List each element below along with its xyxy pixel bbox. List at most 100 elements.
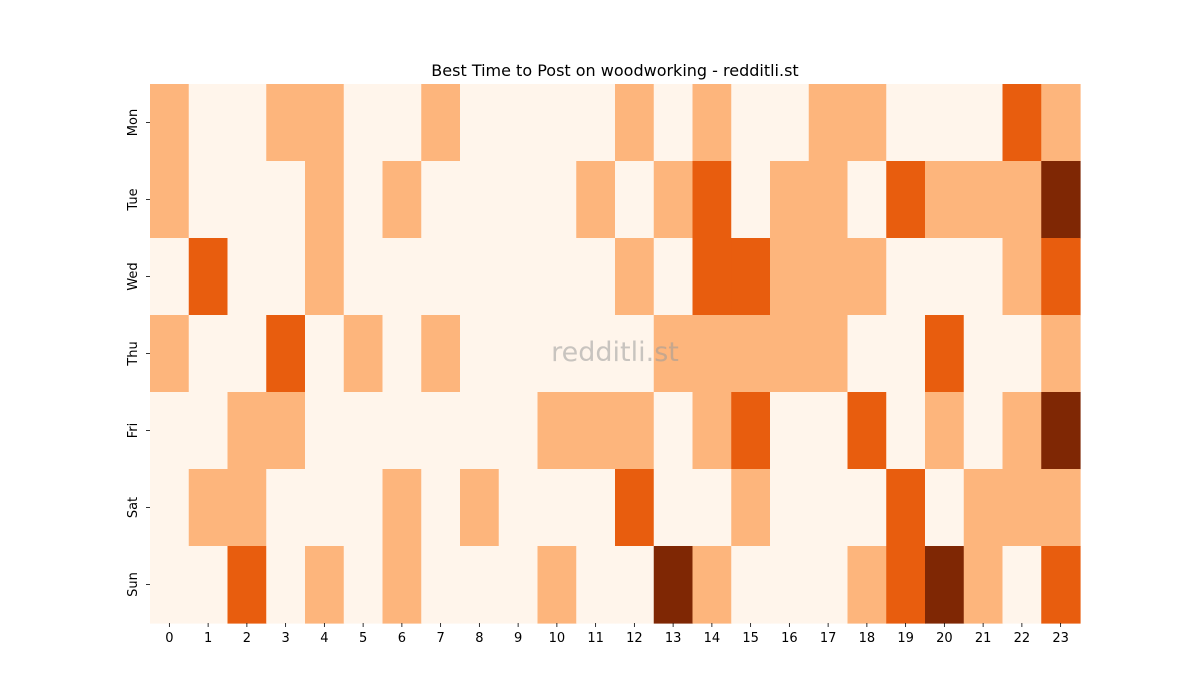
heatmap-cell-sun-0 — [150, 546, 190, 624]
heatmap-cell-thu-9 — [498, 315, 539, 393]
heatmap-cell-wed-6 — [382, 238, 422, 316]
heatmap-cell-fri-4 — [305, 392, 345, 470]
heatmap-cell-sun-7 — [421, 546, 461, 624]
x-tick-label: 14 — [704, 631, 721, 646]
heatmap-cell-fri-17 — [808, 392, 849, 470]
heatmap-cell-wed-15 — [731, 238, 771, 316]
x-tick-label: 12 — [626, 631, 643, 646]
heatmap-cell-tue-13 — [653, 161, 694, 239]
heatmap-cell-thu-10 — [537, 315, 577, 393]
heatmap-cell-sun-6 — [382, 546, 422, 624]
heatmap-cell-sat-13 — [653, 469, 694, 547]
heatmap-cell-sun-23 — [1041, 546, 1081, 624]
heatmap-cell-thu-12 — [615, 315, 655, 393]
heatmap-cell-fri-8 — [460, 392, 500, 470]
heatmap-cell-tue-10 — [537, 161, 577, 239]
x-tick-label: 4 — [320, 631, 328, 646]
heatmap-cell-fri-18 — [847, 392, 887, 470]
heatmap-cell-fri-23 — [1041, 392, 1081, 470]
heatmap-cell-sat-21 — [963, 469, 1004, 547]
heatmap-cell-wed-0 — [150, 238, 190, 316]
watermark: redditli.st — [551, 337, 679, 368]
heatmap-cell-sun-8 — [460, 546, 500, 624]
heatmap-cell-wed-8 — [460, 238, 500, 316]
heatmap-cell-wed-21 — [963, 238, 1004, 316]
heatmap-cell-sat-2 — [227, 469, 267, 547]
heatmap-cell-fri-10 — [537, 392, 577, 470]
heatmap-cell-mon-1 — [188, 84, 229, 162]
heatmap-cell-wed-19 — [886, 238, 926, 316]
heatmap-cell-mon-2 — [227, 84, 267, 162]
heatmap-cell-sat-10 — [537, 469, 577, 547]
heatmap-cell-sun-3 — [266, 546, 306, 624]
heatmap-cell-fri-12 — [615, 392, 655, 470]
heatmap-cell-tue-16 — [770, 161, 810, 239]
heatmap-cell-mon-7 — [421, 84, 461, 162]
heatmap-cell-tue-22 — [1002, 161, 1042, 239]
x-tick-label: 3 — [281, 631, 289, 646]
heatmap-cell-thu-15 — [731, 315, 771, 393]
heatmap-cell-sat-11 — [576, 469, 616, 547]
y-tick-label: Tue — [126, 188, 141, 211]
heatmap-cell-fri-0 — [150, 392, 190, 470]
heatmap-cell-sat-20 — [925, 469, 965, 547]
heatmap-cell-mon-22 — [1002, 84, 1042, 162]
heatmap-cell-sun-19 — [886, 546, 926, 624]
heatmap-cell-sun-13 — [653, 546, 694, 624]
heatmap-cell-fri-1 — [188, 392, 229, 470]
heatmap-cell-wed-3 — [266, 238, 306, 316]
heatmap-cell-wed-11 — [576, 238, 616, 316]
x-tick-label: 7 — [436, 631, 444, 646]
y-tick-label: Sat — [126, 497, 141, 518]
x-tick-label: 6 — [398, 631, 406, 646]
heatmap-cell-fri-3 — [266, 392, 306, 470]
heatmap-cell-fri-20 — [925, 392, 965, 470]
heatmap-cell-sun-9 — [498, 546, 539, 624]
heatmap-cell-tue-9 — [498, 161, 539, 239]
heatmap-cell-wed-20 — [925, 238, 965, 316]
heatmap-cell-wed-5 — [343, 238, 384, 316]
heatmap-cell-fri-22 — [1002, 392, 1042, 470]
heatmap-cell-sat-18 — [847, 469, 887, 547]
x-tick-label: 17 — [820, 631, 837, 646]
heatmap-cell-tue-18 — [847, 161, 887, 239]
heatmap-cell-sat-9 — [498, 469, 539, 547]
heatmap-cell-tue-0 — [150, 161, 190, 239]
heatmap-cell-sat-12 — [615, 469, 655, 547]
x-tick-label: 10 — [549, 631, 566, 646]
heatmap-cell-mon-16 — [770, 84, 810, 162]
heatmap-cell-thu-5 — [343, 315, 384, 393]
heatmap-cell-wed-22 — [1002, 238, 1042, 316]
heatmap-cell-tue-21 — [963, 161, 1004, 239]
heatmap-cell-sat-23 — [1041, 469, 1081, 547]
heatmap-cell-sat-6 — [382, 469, 422, 547]
heatmap-cell-fri-21 — [963, 392, 1004, 470]
heatmap-cell-tue-11 — [576, 161, 616, 239]
heatmap-cell-wed-13 — [653, 238, 694, 316]
heatmap-cell-fri-2 — [227, 392, 267, 470]
heatmap-cell-wed-14 — [692, 238, 732, 316]
x-tick-label: 15 — [742, 631, 759, 646]
heatmap-cell-sun-14 — [692, 546, 732, 624]
heatmap-cell-tue-8 — [460, 161, 500, 239]
heatmap-cell-mon-12 — [615, 84, 655, 162]
heatmap-cell-mon-0 — [150, 84, 190, 162]
heatmap-cell-mon-17 — [808, 84, 849, 162]
heatmap-cell-thu-20 — [925, 315, 965, 393]
heatmap-cell-mon-18 — [847, 84, 887, 162]
heatmap-cell-thu-1 — [188, 315, 229, 393]
heatmap-cell-sun-21 — [963, 546, 1004, 624]
x-tick-label: 5 — [359, 631, 367, 646]
heatmap-cell-mon-6 — [382, 84, 422, 162]
heatmap-cell-sat-4 — [305, 469, 345, 547]
heatmap-cell-tue-19 — [886, 161, 926, 239]
heatmap-cell-sun-4 — [305, 546, 345, 624]
heatmap-cell-thu-23 — [1041, 315, 1081, 393]
x-tick-label: 11 — [587, 631, 604, 646]
heatmap-cell-wed-1 — [188, 238, 229, 316]
heatmap-cell-fri-15 — [731, 392, 771, 470]
heatmap-cell-mon-15 — [731, 84, 771, 162]
heatmap-cell-tue-6 — [382, 161, 422, 239]
x-tick-label: 22 — [1014, 631, 1031, 646]
heatmap-cell-mon-21 — [963, 84, 1004, 162]
